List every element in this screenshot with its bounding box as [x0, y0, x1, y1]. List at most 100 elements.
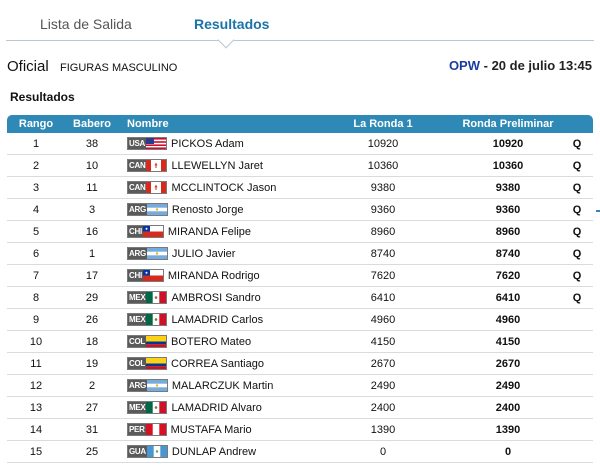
nation-code: CAN — [128, 160, 147, 171]
athlete-name[interactable]: LAMADRID Alvaro — [171, 401, 262, 414]
header-bib: Babero — [73, 118, 111, 130]
table-row[interactable]: 8 29 MEX AMBROSI Sandro 6410 6410 Q — [7, 287, 593, 309]
bib-cell: 26 — [85, 313, 99, 326]
prelim-score: 6410 — [495, 291, 521, 304]
table-row[interactable]: 15 25 GUA DUNLAP Andrew 0 0 — [7, 441, 593, 463]
date-time: 20 de julio 13:45 — [491, 58, 592, 73]
round1-score: 2400 — [370, 401, 396, 414]
tab-results[interactable]: Resultados — [194, 16, 270, 32]
athlete-name[interactable]: LAMADRID Carlos — [171, 313, 264, 326]
nation-code: COL — [128, 336, 146, 347]
qualified-mark — [567, 441, 587, 462]
nation-code: PER — [128, 424, 146, 435]
athlete-name[interactable]: JULIO Javier — [171, 247, 236, 260]
athlete-name[interactable]: PICKOS Adam — [171, 137, 244, 150]
round1-score: 9380 — [370, 181, 396, 194]
prelim-score: 9380 — [495, 181, 521, 194]
table-row[interactable]: 11 19 COL CORREA Santiago 2670 2670 — [7, 353, 593, 375]
arg-flag-icon — [146, 380, 167, 391]
name-cell: MEX LAMADRID Carlos — [127, 309, 367, 330]
qualified-mark: Q — [572, 203, 582, 216]
bib-cell: 18 — [85, 335, 99, 348]
athlete-name[interactable]: MIRANDA Felipe — [167, 225, 252, 238]
table-row[interactable]: 10 18 COL BOTERO Mateo 4150 4150 — [7, 331, 593, 353]
prelim-score: 0 — [504, 445, 512, 458]
tab-start-list[interactable]: Lista de Salida — [40, 16, 132, 32]
round1-score: 10920 — [367, 137, 399, 150]
qualified-mark: Q — [572, 269, 582, 282]
table-row[interactable]: 4 3 ARG Renosto Jorge 9360 9360 Q — [7, 199, 593, 221]
athlete-name[interactable]: BOTERO Mateo — [171, 335, 252, 348]
round1-score: 8960 — [370, 225, 396, 238]
chi-flag-icon — [142, 270, 163, 281]
prelim-score: 2670 — [495, 357, 521, 370]
table-row[interactable]: 9 26 MEX LAMADRID Carlos 4960 4960 — [7, 309, 593, 331]
prelim-score: 8740 — [495, 247, 521, 260]
round1-score: 10360 — [367, 159, 399, 172]
can-flag-icon — [146, 182, 167, 193]
athlete-name[interactable]: MCCLINTOCK Jason — [171, 181, 277, 194]
bib-cell: 27 — [85, 401, 99, 414]
athlete-name[interactable]: AMBROSI Sandro — [171, 291, 261, 304]
bib-cell: 10 — [85, 159, 99, 172]
athlete-name[interactable]: Renosto Jorge — [171, 203, 244, 216]
bib-cell: 3 — [88, 203, 96, 216]
table-row[interactable]: 6 1 ARG JULIO Javier 8740 8740 Q — [7, 243, 593, 265]
name-cell: CAN LLEWELLYN Jaret — [127, 155, 367, 176]
table-row[interactable]: 13 27 MEX LAMADRID Alvaro 2400 2400 — [7, 397, 593, 419]
nation-badge: ARG — [127, 247, 168, 260]
rank-cell: 6 — [32, 247, 40, 260]
table-row[interactable]: 2 10 CAN LLEWELLYN Jaret 10360 10360 Q — [7, 155, 593, 177]
nation-code: GUA — [128, 446, 147, 457]
prelim-score: 10920 — [492, 137, 524, 150]
bib-cell: 29 — [85, 291, 99, 304]
prelim-score: 1390 — [495, 423, 521, 436]
tab-bar: Lista de Salida Resultados — [0, 0, 600, 49]
header-rank: Rango — [18, 118, 54, 130]
table-row[interactable]: 3 11 CAN MCCLINTOCK Jason 9380 9380 Q — [7, 177, 593, 199]
table-row[interactable]: 7 17 CHI MIRANDA Rodrigo 7620 7620 Q — [7, 265, 593, 287]
table-body: 1 38 USA PICKOS Adam 10920 10920 Q 2 10 CAN LLEWEL… — [7, 133, 593, 463]
bib-cell: 19 — [85, 357, 99, 370]
rank-cell: 7 — [32, 269, 40, 282]
table-row[interactable]: 5 16 CHI MIRANDA Felipe 8960 8960 Q — [7, 221, 593, 243]
qualified-mark: Q — [572, 247, 582, 260]
nation-badge: MEX — [127, 313, 168, 326]
nation-code: MEX — [128, 292, 147, 303]
rank-cell: 1 — [32, 137, 40, 150]
table-row[interactable]: 12 2 ARG MALARCZUK Martin 2490 2490 — [7, 375, 593, 397]
athlete-name[interactable]: MALARCZUK Martin — [171, 379, 274, 392]
athlete-name[interactable]: LLEWELLYN Jaret — [171, 159, 263, 172]
venue-code: OPW — [448, 58, 480, 73]
athlete-name[interactable]: MIRANDA Rodrigo — [167, 269, 260, 282]
prelim-score: 9360 — [495, 203, 521, 216]
table-row[interactable]: 1 38 USA PICKOS Adam 10920 10920 Q — [7, 133, 593, 155]
section-title: Resultados — [10, 90, 75, 104]
arg-flag-icon — [146, 204, 167, 215]
table-header: Rango Babero Nombre La Ronda 1 Ronda Pre… — [7, 115, 593, 133]
name-cell: CHI MIRANDA Rodrigo — [127, 265, 367, 286]
nation-badge: CAN — [127, 159, 168, 172]
nation-code: CAN — [128, 182, 147, 193]
qualified-mark — [567, 309, 587, 330]
athlete-name[interactable]: DUNLAP Andrew — [171, 445, 257, 458]
prelim-score: 10360 — [492, 159, 524, 172]
nation-code: CHI — [128, 270, 143, 281]
rank-cell: 5 — [32, 225, 40, 238]
rank-cell: 13 — [29, 401, 43, 414]
mex-flag-icon — [146, 402, 167, 413]
athlete-name[interactable]: CORREA Santiago — [171, 357, 264, 370]
name-cell: ARG Renosto Jorge — [127, 199, 367, 220]
chi-flag-icon — [142, 226, 163, 237]
round1-score: 7620 — [370, 269, 396, 282]
rank-cell: 8 — [32, 291, 40, 304]
bib-cell: 25 — [85, 445, 99, 458]
table-row[interactable]: 14 31 PER MUSTAFA Mario 1390 1390 — [7, 419, 593, 441]
name-cell: CAN MCCLINTOCK Jason — [127, 177, 367, 198]
athlete-name[interactable]: MUSTAFA Mario — [170, 423, 252, 436]
bib-cell: 11 — [86, 181, 98, 194]
name-cell: ARG MALARCZUK Martin — [127, 375, 367, 396]
rank-cell: 15 — [29, 445, 43, 458]
venue-separator: - — [480, 58, 492, 73]
round1-score: 8740 — [370, 247, 396, 260]
